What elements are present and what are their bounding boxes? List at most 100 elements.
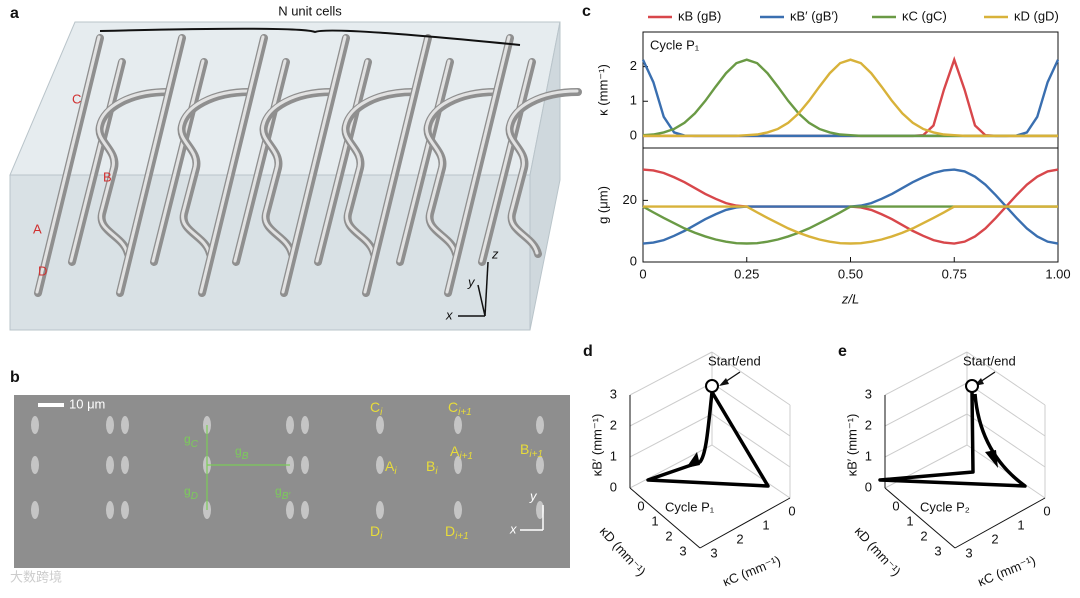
panel-label: d [583, 343, 593, 360]
spot [536, 456, 544, 474]
tick-label: 1 [1017, 517, 1024, 532]
label-main: g [275, 484, 282, 498]
axis-label: κB′ (mm⁻¹) [844, 414, 859, 477]
spot [106, 501, 114, 519]
label-sub: i+1 [459, 451, 473, 462]
axis-label: κC (mm⁻¹) [721, 553, 783, 590]
line [643, 205, 1058, 245]
tube-highlight [479, 59, 533, 263]
cycle-label: Cycle P₂ [920, 499, 970, 514]
label-main: D [445, 523, 455, 539]
label-main: g [235, 444, 242, 458]
y-tick-label: 1 [630, 93, 637, 108]
spot [106, 456, 114, 474]
axis-letter: x [509, 521, 517, 536]
tick-label: 2 [991, 531, 998, 546]
annotation: Start/end [963, 353, 1016, 368]
start-marker [965, 379, 979, 393]
grid-line [711, 382, 791, 437]
plot-frame [642, 147, 1059, 263]
edge [884, 487, 956, 549]
scale-label: 10 μm [69, 396, 105, 411]
axes-triad [458, 261, 489, 317]
spot [121, 456, 129, 474]
legend-label: κD (gD) [1014, 8, 1059, 23]
tube-highlight [315, 59, 369, 263]
spot [31, 501, 39, 519]
line [643, 56, 1058, 138]
tube-highlight [97, 89, 169, 255]
label-sub: i [380, 407, 383, 418]
tick-label: 3 [965, 545, 972, 560]
tube-highlight [445, 35, 511, 294]
axes-pair [520, 505, 544, 531]
spot [31, 456, 39, 474]
spots [31, 416, 544, 519]
spot [121, 416, 129, 434]
label-sub: i+1 [529, 449, 543, 460]
tube-highlight [507, 89, 579, 255]
edge [699, 497, 791, 549]
grid-line [884, 351, 968, 396]
label-main: A [385, 458, 395, 474]
tube-highlight [179, 89, 251, 255]
tick-label: 3 [710, 545, 717, 560]
tube-highlight [397, 59, 451, 263]
tick-label: 2 [610, 417, 617, 432]
panel-label: a [10, 5, 19, 22]
x-axis-label: z/L [841, 291, 859, 306]
watermark: 大数跨境 [10, 569, 62, 584]
tick-label: 2 [865, 417, 872, 432]
label: Ai [385, 458, 397, 477]
label: gC [184, 432, 199, 449]
spot [31, 416, 39, 434]
spot [106, 416, 114, 434]
label-sub: i+1 [458, 407, 472, 418]
tick-label: 3 [865, 386, 872, 401]
tick-label: 3 [610, 386, 617, 401]
label-sub: D [191, 491, 198, 502]
line [642, 58, 1058, 138]
y-tick-label: 20 [623, 192, 637, 207]
axis-letter: y [467, 274, 476, 289]
label-sub: i [394, 466, 397, 477]
tick-label: 3 [934, 543, 941, 558]
grid-line [711, 413, 791, 468]
tube-highlight [69, 59, 123, 263]
grid-line [629, 413, 713, 458]
tube-highlight [199, 35, 265, 294]
x-tick-label: 0.50 [838, 266, 863, 281]
arrowhead [985, 450, 998, 468]
label: Bi [426, 458, 438, 477]
spot [286, 501, 294, 519]
annotation: Cycle P₁ [650, 37, 700, 52]
legend-label: κB (gB) [678, 8, 721, 23]
tube-highlight [343, 89, 415, 255]
label-main: g [184, 432, 191, 446]
tick-label: 0 [610, 479, 617, 494]
panel-label: b [10, 369, 20, 386]
tick-label: 2 [736, 531, 743, 546]
tube-highlight [35, 35, 101, 294]
label: Ci+1 [448, 399, 472, 418]
y-axis-label: κ (mm⁻¹) [595, 64, 610, 116]
x-tick-label: 1.00 [1045, 266, 1070, 281]
label-main: B [426, 458, 435, 474]
line [643, 58, 1058, 138]
label-sub: B [242, 451, 249, 462]
label-main: B [520, 441, 529, 457]
tube-highlight [363, 35, 429, 294]
spot [301, 456, 309, 474]
x-tick-label: 0.75 [942, 266, 967, 281]
panel-label: e [838, 343, 847, 360]
label-sub: i [435, 466, 438, 477]
panel-label: c [582, 3, 591, 20]
axis-label: κD (mm⁻¹) [852, 524, 904, 579]
label: Di [370, 523, 383, 542]
grid-line [629, 444, 713, 489]
label-main: C [370, 399, 380, 415]
y-tick-label: 0 [630, 253, 637, 268]
spot [376, 501, 384, 519]
axis-letter: z [491, 246, 499, 261]
